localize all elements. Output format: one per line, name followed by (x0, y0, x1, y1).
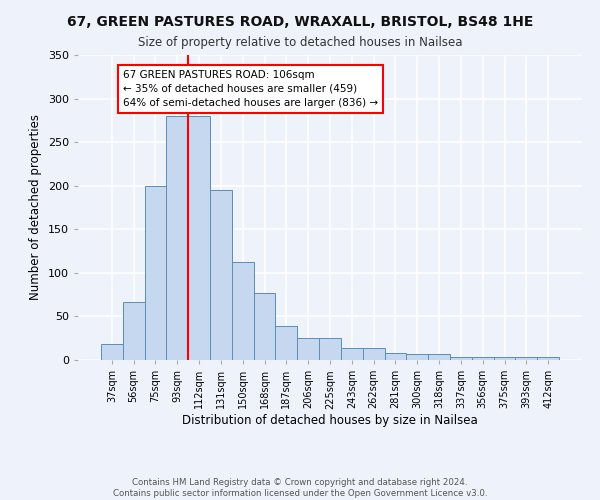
Bar (341, 348, 363, 360)
Bar (450, 356, 472, 360)
Text: 67 GREEN PASTURES ROAD: 106sqm
← 35% of detached houses are smaller (459)
64% of: 67 GREEN PASTURES ROAD: 106sqm ← 35% of … (123, 70, 378, 108)
Bar (166, 116, 188, 360)
Bar (232, 262, 254, 360)
Bar (472, 358, 494, 360)
Bar (145, 186, 166, 360)
Bar (297, 338, 319, 360)
Bar (123, 302, 145, 360)
Bar (494, 358, 515, 360)
Text: Size of property relative to detached houses in Nailsea: Size of property relative to detached ho… (138, 36, 462, 49)
Bar (537, 356, 559, 360)
Bar (319, 338, 341, 360)
Bar (515, 358, 537, 360)
Bar (275, 326, 297, 360)
Bar (406, 354, 428, 360)
X-axis label: Distribution of detached houses by size in Nailsea: Distribution of detached houses by size … (182, 414, 478, 427)
Bar (210, 190, 232, 360)
Text: 67, GREEN PASTURES ROAD, WRAXALL, BRISTOL, BS48 1HE: 67, GREEN PASTURES ROAD, WRAXALL, BRISTO… (67, 15, 533, 29)
Bar (385, 353, 406, 360)
Bar (428, 354, 450, 360)
Bar (188, 116, 210, 360)
Y-axis label: Number of detached properties: Number of detached properties (29, 114, 42, 300)
Bar (101, 344, 123, 360)
Text: Contains HM Land Registry data © Crown copyright and database right 2024.
Contai: Contains HM Land Registry data © Crown c… (113, 478, 487, 498)
Bar (363, 348, 385, 360)
Bar (254, 293, 275, 360)
